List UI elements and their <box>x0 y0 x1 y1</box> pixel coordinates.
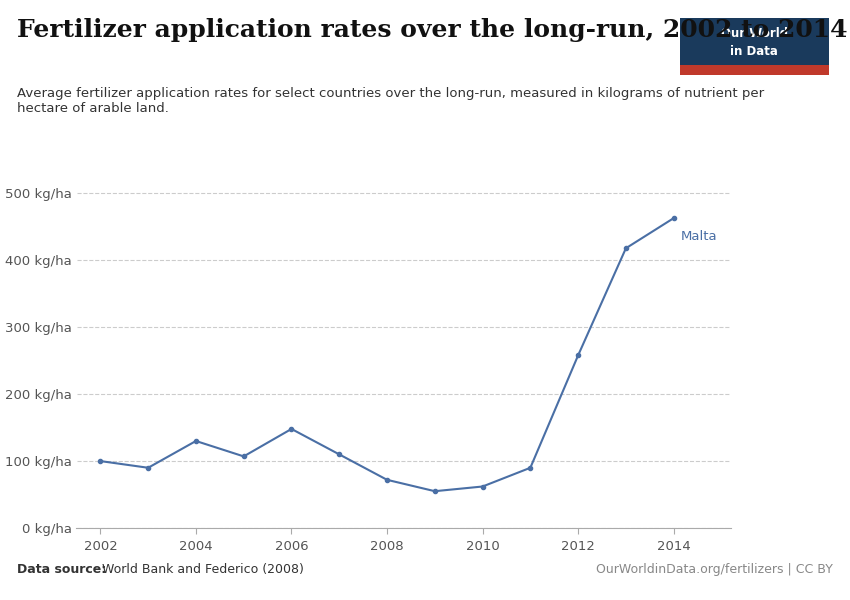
Text: Malta: Malta <box>681 230 717 243</box>
Text: Average fertilizer application rates for select countries over the long-run, mea: Average fertilizer application rates for… <box>17 87 764 115</box>
Text: World Bank and Federico (2008): World Bank and Federico (2008) <box>98 563 303 576</box>
FancyBboxPatch shape <box>680 18 829 75</box>
Text: Fertilizer application rates over the long-run, 2002 to 2014: Fertilizer application rates over the lo… <box>17 18 847 42</box>
Text: OurWorldinData.org/fertilizers | CC BY: OurWorldinData.org/fertilizers | CC BY <box>596 563 833 576</box>
Text: Our World: Our World <box>721 27 788 40</box>
Text: Data source:: Data source: <box>17 563 106 576</box>
Bar <box>680 65 829 75</box>
Text: in Data: in Data <box>730 44 779 58</box>
